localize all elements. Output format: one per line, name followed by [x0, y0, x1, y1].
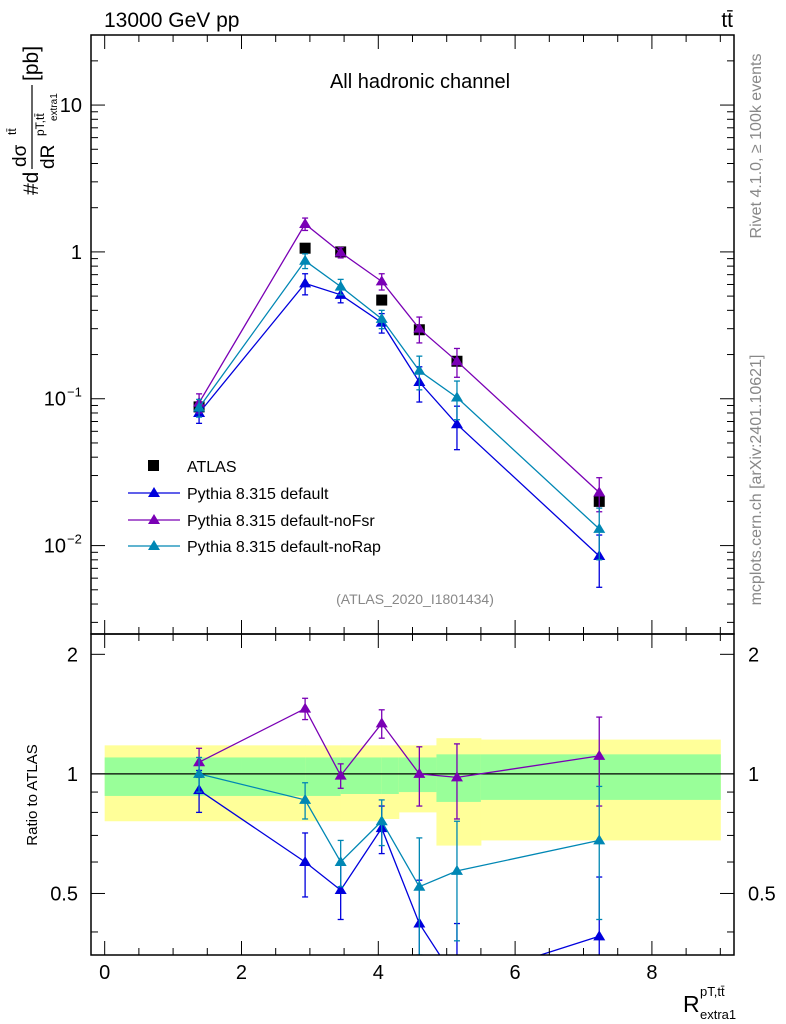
ratio-ytick-label-right: 2	[748, 644, 759, 666]
data-point-norap	[413, 364, 426, 375]
legend-marker-default	[148, 487, 160, 497]
ylabel-numerator: dσ	[10, 144, 31, 167]
main-series	[193, 217, 606, 588]
data-point-norap	[593, 522, 606, 533]
data-point-nofsr	[375, 275, 388, 286]
ratio-plot-panel: 0.5 0.5 1 1 2 2 0 2 4 6 8 Ratio to ATLAS	[24, 633, 776, 986]
ratio-xlabel: R pT,tt̄ extra1	[683, 984, 736, 1022]
analysis-watermark: (ATLAS_2020_I1801434)	[336, 591, 494, 607]
ratio-ytick-label-left: 0.5	[50, 883, 78, 905]
ylabel-denominator-sub: extra1	[49, 93, 60, 121]
legend-label-default: Pythia 8.315 default	[187, 486, 329, 503]
ratio-ytick-label-right: 0.5	[748, 883, 776, 905]
band-inner-segment	[340, 757, 383, 794]
ytick-label: 1	[71, 242, 82, 264]
data-point-norap	[334, 280, 347, 291]
ylabel-unit: [pb]	[20, 46, 43, 81]
ytick-label: 10	[60, 95, 82, 117]
band-inner-segment	[305, 757, 342, 796]
data-point-norap	[450, 391, 463, 402]
xlabel-main: R	[683, 991, 700, 1017]
xlabel-sup: pT,tt̄	[700, 984, 725, 999]
xtick-label: 2	[236, 962, 247, 984]
legend-marker-norap	[148, 540, 160, 550]
xtick-label: 6	[510, 962, 521, 984]
legend-label-norap: Pythia 8.315 default-noRap	[187, 539, 381, 556]
data-point-atlas	[299, 242, 311, 254]
ratio-point-default	[334, 884, 347, 895]
ratio-point-default	[451, 976, 463, 986]
ratio-point-nofsr	[413, 767, 426, 778]
data-point-nofsr	[593, 486, 606, 497]
main-ylabel: #d dσ tt̄ dR pT,tt̄ extra1 [pb]	[5, 46, 60, 195]
data-point-nofsr	[334, 246, 347, 257]
ratio-plot-frame	[90, 633, 735, 956]
ratio-ytick-label-left: 2	[67, 644, 78, 666]
ytick-label-exponent: −1	[67, 385, 82, 400]
ratio-ytick-labels: 0.5 0.5 1 1 2 2	[50, 644, 776, 905]
data-point-nofsr	[299, 217, 312, 228]
data-point-atlas	[376, 294, 388, 306]
xtick-labels: 0 2 4 6 8	[99, 962, 657, 984]
rivet-version-text: Rivet 4.1.0, ≥ 100k events	[748, 54, 765, 239]
ratio-point-norap	[450, 864, 463, 875]
ylabel-denominator: dR	[38, 145, 59, 169]
band-inner-segment	[104, 757, 200, 796]
data-point-default	[299, 277, 312, 288]
ylabel-numerator-sup: tt̄	[5, 128, 19, 135]
ylabel-prefix: #d	[20, 172, 43, 195]
ratio-axis-ticks	[91, 634, 734, 955]
ratio-point-nofsr	[450, 771, 463, 782]
data-point-norap	[375, 312, 388, 323]
ylabel-denominator-sup: pT,tt̄	[33, 113, 47, 136]
ratio-point-default	[593, 930, 606, 941]
band-inner-segment	[241, 757, 306, 796]
ratio-point-nofsr	[593, 749, 606, 760]
data-point-norap	[299, 254, 312, 265]
ratio-point-nofsr	[375, 717, 388, 728]
ratio-ytick-label-right: 1	[748, 764, 759, 786]
ratio-point-norap	[299, 793, 312, 804]
ytick-label: 10	[44, 536, 66, 558]
data-point-norap	[193, 401, 206, 412]
ratio-ytick-label-left: 1	[67, 764, 78, 786]
data-point-nofsr	[450, 355, 463, 366]
band-inner-segment	[199, 757, 242, 796]
xtick-label: 0	[99, 962, 110, 984]
mcplots-text: mcplots.cern.ch [arXiv:2401.10621]	[748, 355, 765, 606]
ratio-point-norap	[593, 834, 606, 845]
legend: ATLAS Pythia 8.315 default Pythia 8.315 …	[128, 459, 381, 556]
ratio-point-default	[299, 856, 312, 867]
legend-marker-atlas	[148, 460, 159, 471]
ratio-point-nofsr	[334, 769, 347, 780]
ratio-point-nofsr	[299, 702, 312, 713]
ratio-point-norap	[193, 767, 206, 778]
series-line-nofsr	[198, 223, 600, 493]
header-left: 13000 GeV pp	[104, 9, 239, 32]
ytick-label-exponent: −2	[67, 532, 82, 547]
data-point-default	[450, 418, 463, 429]
data-point-nofsr	[413, 322, 426, 333]
legend-marker-nofsr	[148, 514, 160, 524]
ratio-point-norap	[334, 856, 347, 867]
band-inner-segment	[381, 757, 400, 794]
ratio-uncertainty-bands	[104, 738, 721, 846]
legend-label-nofsr: Pythia 8.315 default-noFsr	[187, 513, 375, 530]
xtick-label: 4	[373, 962, 384, 984]
header-right: tt̄	[721, 9, 733, 32]
xtick-label: 8	[646, 962, 657, 984]
band-inner-segment	[599, 754, 721, 800]
band-inner-segment	[480, 754, 600, 800]
ytick-label: 10	[44, 389, 66, 411]
ratio-point-norap	[375, 815, 388, 826]
main-plot-panel: All hadronic channel (ATLAS_2020_I180143…	[44, 34, 735, 635]
legend-label-atlas: ATLAS	[187, 459, 237, 476]
ratio-series	[193, 697, 606, 986]
ratio-point-norap	[413, 880, 426, 891]
chart-title: All hadronic channel	[330, 71, 510, 93]
xlabel-sub: extra1	[700, 1007, 736, 1022]
ratio-ylabel: Ratio to ATLAS	[24, 744, 41, 845]
